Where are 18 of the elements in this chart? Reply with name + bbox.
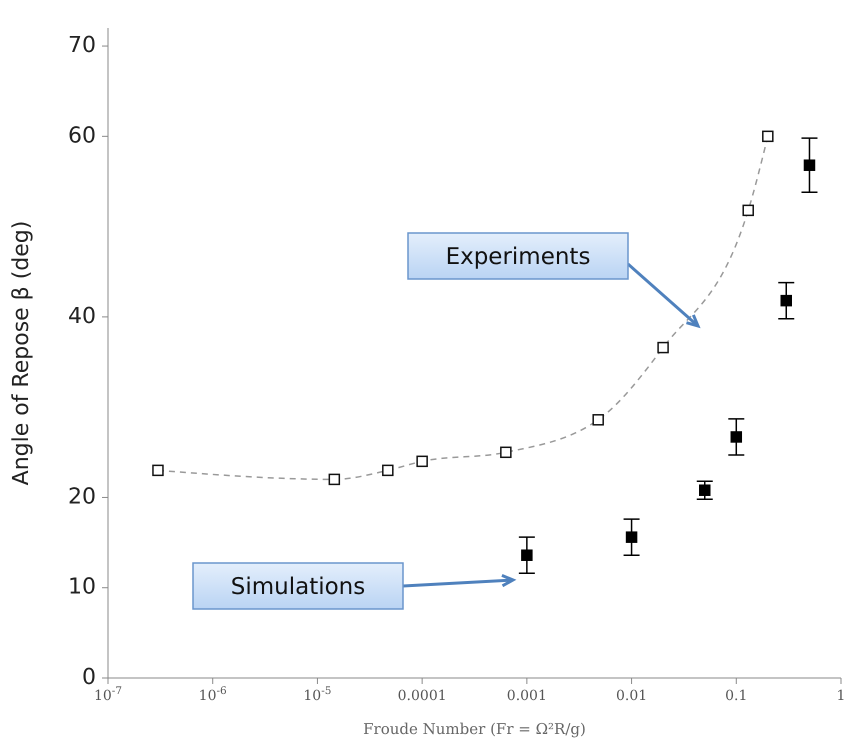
x-tick-label: 0.0001	[398, 688, 447, 704]
y-tick-label: 0	[82, 665, 96, 690]
y-axis-title: Angle of Repose β (deg)	[8, 220, 34, 486]
x-axis-title: Froude Number (Fr = Ω²R/g)	[363, 720, 586, 738]
y-tick-label: 70	[68, 33, 96, 58]
y-tick-label: 20	[68, 484, 96, 510]
y-tick-label: 60	[68, 123, 96, 148]
x-tick-label: 10$^{-5}$	[303, 685, 332, 704]
x-tick-label: 1	[836, 688, 846, 704]
x-tick-label: 0.1	[725, 688, 748, 704]
x-tick-label: 0.001	[506, 688, 547, 704]
y-tick-label: 10	[68, 574, 96, 600]
annotation: Simulations	[230, 574, 366, 600]
annotation: Experiments	[446, 244, 590, 270]
y-tick-label: 40	[68, 304, 96, 329]
x-tick-label: 10$^{-6}$	[198, 685, 228, 704]
x-tick-label: 0.01	[616, 688, 648, 704]
x-tick-label: 10$^{-7}$	[94, 685, 122, 704]
